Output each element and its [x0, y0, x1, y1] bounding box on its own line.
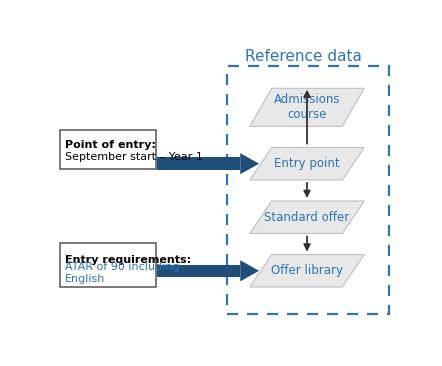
Text: September start – Year 1: September start – Year 1 — [65, 152, 203, 162]
Text: ATAR of 90 including
English: ATAR of 90 including English — [65, 262, 179, 284]
Polygon shape — [250, 88, 364, 126]
Polygon shape — [240, 260, 259, 281]
Text: Reference data: Reference data — [245, 49, 362, 64]
Text: Entry point: Entry point — [274, 157, 340, 170]
Polygon shape — [240, 153, 259, 174]
Text: Entry requirements:: Entry requirements: — [65, 255, 191, 265]
FancyBboxPatch shape — [157, 157, 240, 170]
Text: Point of entry:: Point of entry: — [65, 140, 156, 150]
Polygon shape — [250, 255, 364, 287]
Polygon shape — [250, 147, 364, 180]
Text: Standard offer: Standard offer — [264, 211, 350, 224]
FancyBboxPatch shape — [227, 67, 389, 314]
FancyBboxPatch shape — [61, 243, 156, 287]
Text: Offer library: Offer library — [271, 264, 343, 277]
Polygon shape — [250, 201, 364, 234]
Text: Admissions
course: Admissions course — [274, 93, 340, 122]
FancyBboxPatch shape — [61, 130, 156, 169]
FancyBboxPatch shape — [157, 265, 240, 277]
